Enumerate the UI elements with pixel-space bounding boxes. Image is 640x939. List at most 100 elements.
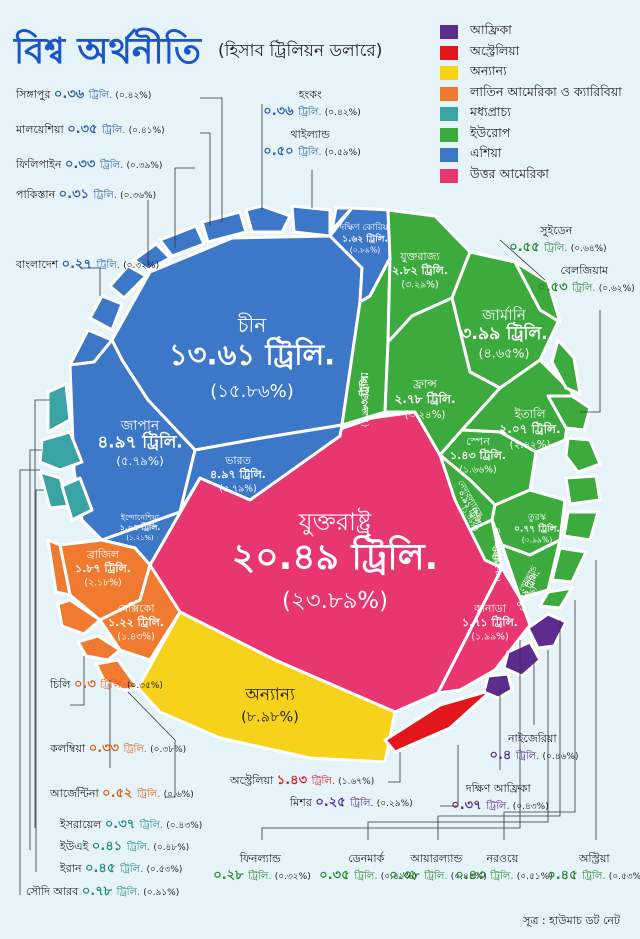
cell-value-label: ০.৭ ট্রিলি. [492, 540, 502, 576]
leader-line [35, 489, 44, 872]
country-unit: ট্রিলি. [116, 886, 144, 898]
rim-cell-7 [290, 204, 332, 238]
chart-subtitle: (হিসাব ট্রিলিয়ন ডলারে) [218, 41, 383, 61]
country-percent: (০.৪৩%) [513, 802, 549, 812]
outside-label: ইউএই ০.৪১ ট্রিলি. (০.৪৮%) [59, 839, 189, 854]
country-unit: ট্রিলি. [126, 841, 154, 853]
outside-label: মিশর ০.২৫ ট্রিলি. (০.২৯%) [289, 795, 413, 810]
legend-swatch [440, 127, 458, 142]
outside-label: অস্ট্রেলিয়া ১.৪৩ ট্রিলি. (১.৬৭%) [229, 773, 374, 788]
rim-cell-13 [564, 474, 602, 506]
leader-line [29, 449, 42, 850]
country-name: সিঙ্গাপুর [15, 88, 54, 101]
cell-name-label: অন্যান্য [244, 685, 296, 705]
rim-cell-20 [46, 382, 72, 434]
country-percent: (০.৪৬%) [543, 752, 579, 762]
outside-label: ইসরায়েল ০.৩৭ ট্রিলি. (০.৪৩%) [59, 817, 202, 832]
legend-swatch [440, 45, 458, 60]
country-name: ইরান [59, 862, 85, 875]
country-value: ০.৫০ [263, 144, 298, 159]
country-unit: ট্রিলি. [423, 870, 451, 882]
country-unit: ট্রিলি. [88, 89, 116, 101]
cell-value-label: ১.৮৭ ট্রিলি. [75, 561, 131, 575]
rim-cell-24 [46, 538, 72, 597]
rim-cell-15 [550, 546, 588, 584]
legend-label: লাতিন আমেরিকা ও ক্যারিবিয়া [470, 83, 622, 99]
cell-name-label: যুক্তরাষ্ট্র [298, 508, 372, 536]
country-percent: (০.৪১%) [129, 126, 165, 136]
chart-cells [38, 204, 602, 764]
country-name: সৌদি আরব [26, 885, 82, 898]
cell-name-label: জার্মানি [481, 306, 527, 324]
cell-value-label: ১৩.৬১ ট্রিলি. [169, 336, 335, 372]
country-unit: ট্রিলি. [92, 189, 120, 201]
outside-label: দক্ষিণ আফ্রিকা ০.৩৭ ট্রিলি. (০.৪৩%) [451, 782, 548, 813]
country-value: ০.২৭ [62, 257, 97, 272]
outside-label: হংকং ০.৩৬ ট্রিলি. (০.৪২%) [263, 88, 360, 119]
rim-cell-9 [513, 260, 562, 324]
country-name: দক্ষিণ আফ্রিকা [465, 782, 534, 795]
cell-percent-label: (৫.৭৯%) [116, 454, 164, 468]
country-unit: ট্রিলি. [311, 775, 339, 787]
country-value: ০.৫৩ [537, 280, 572, 295]
cell-name-label: তুরস্ক [527, 513, 547, 523]
leader-lines [19, 97, 601, 895]
cell-percent-label: (০.৮২%) [494, 554, 502, 582]
rim-cell-14 [562, 510, 600, 542]
leader-line [367, 650, 549, 840]
country-percent: (০.৪৩%) [166, 821, 202, 831]
outside-label: পাকিস্তান ০.৩১ ট্রিলি. (০.৩৬%) [16, 187, 156, 202]
country-value: ০.৪৩ [455, 868, 490, 883]
country-name: অস্ট্রিয়া [578, 852, 613, 865]
rim-cell-10 [550, 338, 582, 396]
country-percent: (০.৩৫%) [127, 681, 163, 691]
cell-percent-label: (১.৯০%) [361, 393, 371, 427]
legend-swatch [440, 66, 458, 81]
outside-label: বেলজিয়াম ০.৫৩ ট্রিলি. (০.৬২%) [537, 264, 634, 295]
legend-item-africa: আফ্রিকা [440, 22, 622, 43]
chart-title: বিশ্ব অর্থনীতি [14, 31, 202, 72]
rim-cell-3 [132, 242, 172, 272]
legend-item-north-america: উত্তর আমেরিকা [440, 166, 622, 187]
legend-label: আফ্রিকা [470, 22, 512, 38]
cell-name-label: ভারত [224, 454, 251, 467]
leader-line [80, 267, 101, 296]
cell-percent-label: (৪.৬৫%) [479, 347, 530, 362]
country-name: নরওয়ে [485, 852, 521, 865]
rim-cell-25 [56, 598, 102, 636]
country-value: ০.৩৫ [319, 868, 354, 883]
cell-অস্ট্রেলিয়া [383, 688, 494, 754]
country-percent: (০.৬৪%) [571, 244, 607, 254]
rim-cell-18 [502, 640, 542, 678]
cell-percent-label: (২৩.৮৯%) [282, 588, 388, 614]
outside-label: সিঙ্গাপুর ০.৩৬ ট্রিলি. (০.৪২%) [15, 87, 151, 102]
rim-cell-21 [38, 430, 84, 472]
rim-cell-27 [94, 658, 140, 692]
country-value: ০.৪ [490, 748, 516, 763]
leader-line [127, 691, 176, 798]
country-percent: (০.৩৬%) [120, 191, 156, 201]
legend-item-others: অন্যান্য [440, 63, 622, 84]
cell-percent-label: (৫.৭৯%) [219, 484, 256, 495]
country-name: অস্ট্রেলিয়া [229, 774, 277, 787]
leader-line [437, 620, 561, 840]
outside-label: ফিলিপাইন ০.৩৩ ট্রিলি. (০.৩৯%) [15, 157, 162, 172]
country-value: ১.৪৩ [277, 773, 312, 788]
leader-line [70, 656, 85, 706]
cell-percent-label: (৮.৯৮%) [241, 709, 299, 725]
outside-label: থাইল্যান্ড ০.৫০ ট্রিলি. (০.৫৯%) [263, 128, 360, 159]
country-unit: ট্রিলি. [489, 870, 517, 882]
country-percent: (০.৩২%) [275, 872, 311, 882]
rim-cell-19 [482, 672, 514, 700]
country-unit: ট্রিলি. [95, 259, 123, 271]
country-unit: ট্রিলি. [99, 159, 127, 171]
country-percent: (০.৬২%) [599, 284, 635, 294]
country-percent: (০.৫৩%) [609, 872, 640, 882]
country-value: ০.৫২ [102, 786, 137, 801]
country-value: ০.৪৫ [85, 861, 120, 876]
country-unit: ট্রিলি. [515, 750, 543, 762]
country-percent: (০.৪১%) [381, 872, 417, 882]
rim-cell-5 [200, 210, 248, 244]
country-name: ইসরায়েল [59, 818, 105, 831]
legend: আফ্রিকা অস্ট্রেলিয়া অন্যান্য লাতিন আমের… [440, 22, 622, 186]
